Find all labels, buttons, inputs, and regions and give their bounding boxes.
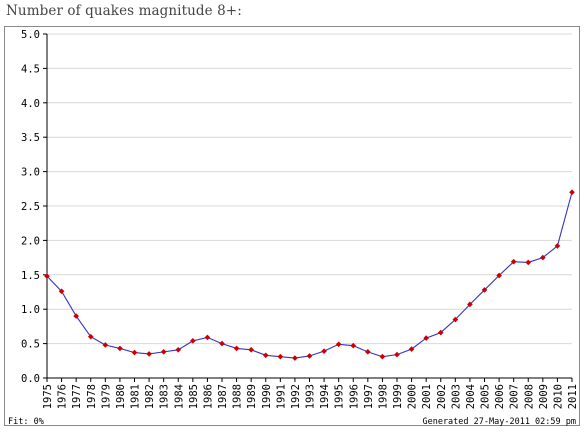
x-tick-label: 1976: [57, 384, 69, 409]
x-tick-label: 2002: [436, 384, 448, 409]
x-tick-label: 2011: [567, 384, 579, 409]
data-point: [117, 345, 123, 352]
x-tick-label: 1978: [86, 384, 98, 409]
y-tick-label: 1.0: [21, 304, 40, 316]
data-point: [452, 316, 459, 323]
y-tick-label: 2.5: [21, 201, 40, 213]
data-point: [335, 341, 342, 348]
chart-heading: Number of quakes magnitude 8+:: [6, 3, 242, 19]
y-tick-label: 0.0: [21, 373, 40, 385]
y-tick-label: 3.5: [21, 132, 40, 144]
x-tick-label: 1996: [348, 384, 360, 409]
data-point: [510, 258, 517, 265]
data-point: [262, 352, 269, 359]
data-point: [146, 351, 152, 357]
y-tick-label: 2.0: [21, 235, 40, 247]
x-tick-label: 2006: [494, 384, 506, 409]
data-point: [365, 349, 371, 355]
data-point: [160, 349, 167, 355]
x-tick-label: 1998: [377, 384, 389, 409]
x-tick-label: 2004: [465, 384, 477, 409]
data-point: [292, 355, 298, 361]
data-point: [379, 353, 386, 360]
data-point: [190, 338, 196, 344]
x-tick-label: 1993: [305, 384, 317, 409]
x-tick-label: 2009: [538, 384, 550, 409]
data-point: [131, 349, 138, 356]
y-tick-label: 4.5: [21, 63, 40, 75]
y-tick-label: 5.0: [21, 29, 40, 41]
data-point: [219, 340, 225, 347]
x-tick-label: 1988: [232, 384, 244, 409]
x-tick-label: 2001: [421, 384, 433, 409]
data-point: [248, 346, 254, 353]
data-point: [569, 189, 575, 196]
data-point: [204, 334, 211, 341]
data-point: [321, 348, 327, 354]
x-tick-label: 1983: [159, 384, 171, 409]
x-tick-label: 1984: [173, 384, 185, 409]
data-point: [467, 301, 473, 308]
x-tick-label: 1982: [144, 384, 156, 409]
x-tick-label: 1987: [217, 384, 229, 409]
data-point: [481, 287, 488, 293]
data-point: [554, 243, 561, 249]
data-point: [175, 346, 182, 353]
data-point: [408, 346, 415, 352]
y-tick-label: 4.0: [21, 98, 40, 110]
data-point: [73, 313, 79, 319]
y-tick-label: 0.5: [21, 339, 40, 351]
y-tick-labels: 0.0 0.5 1.0 1.5 2.0 2.5 3.0 3.5 4.0 4.5 5.0: [21, 29, 40, 385]
x-tick-label: 2010: [552, 384, 564, 409]
x-tick-label: 1977: [71, 384, 83, 409]
data-point: [277, 353, 284, 360]
x-tick-label: 1995: [334, 384, 346, 409]
data-point: [306, 353, 313, 359]
data-point: [87, 333, 94, 340]
x-tick-label: 1979: [100, 384, 112, 409]
x-tick-label: 1989: [246, 384, 258, 409]
x-tick-label: 2000: [407, 384, 419, 409]
data-point: [394, 351, 400, 358]
x-tick-label: 1975: [42, 384, 54, 409]
x-tick-label: 1997: [363, 384, 375, 409]
x-tick-label: 1985: [188, 384, 200, 409]
fit-label: Fit: 0%: [8, 417, 44, 427]
x-tick-label: 1981: [130, 384, 142, 409]
x-tick-labels: 1975 1976 1977 1978 1979 1980 1981 1982 1983 1984…: [42, 384, 579, 409]
x-tick-label: 1994: [319, 384, 331, 409]
x-tick-label: 1990: [261, 384, 273, 409]
data-point: [350, 342, 357, 349]
x-tick-label: 2005: [480, 384, 492, 409]
data-point: [102, 342, 109, 348]
data-point: [437, 329, 444, 336]
x-tick-label: 1986: [202, 384, 214, 409]
data-point: [233, 345, 240, 352]
y-tick-label: 3.0: [21, 167, 40, 179]
x-tick-label: 1992: [290, 384, 302, 409]
x-tick-label: 1999: [392, 384, 404, 409]
axes: [43, 33, 573, 382]
data-point: [540, 254, 546, 261]
x-tick-label: 2008: [523, 384, 535, 409]
x-tick-label: 2003: [450, 384, 462, 409]
data-point: [525, 259, 532, 266]
x-tick-label: 1980: [115, 384, 127, 409]
data-point: [496, 272, 502, 279]
generated-timestamp: Generated 27-May-2011 02:59 pm: [422, 417, 576, 427]
y-tick-label: 1.5: [21, 270, 40, 282]
x-tick-label: 2007: [509, 384, 521, 409]
chart-frame: [4, 26, 580, 426]
data-point: [423, 335, 429, 341]
x-tick-label: 1991: [275, 384, 287, 409]
grid-lines: [47, 33, 572, 345]
